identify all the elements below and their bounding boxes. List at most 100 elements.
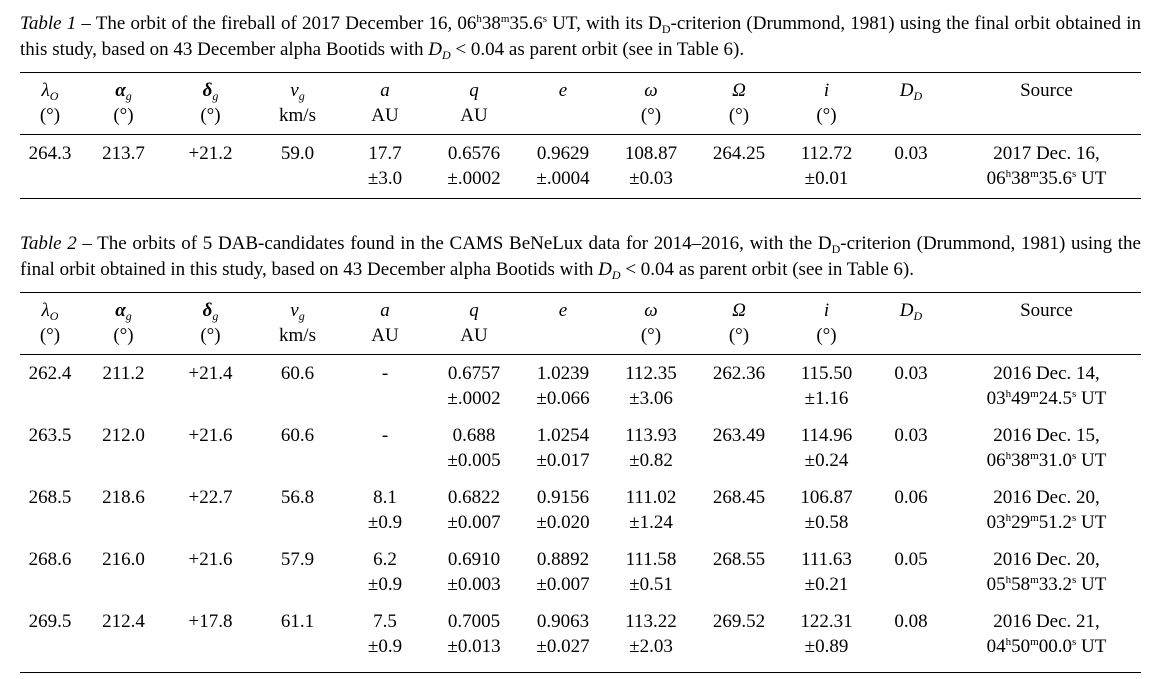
table2-caption: Table 2 – The orbits of 5 DAB-candidates… [20,233,1141,282]
header-vg-symbol: vg [290,80,305,103]
table2-header-row: λO (°) αg (°) δg (°) vg km/s a AU q AU e ω (°) Ω (°) i (°)… [20,298,1141,348]
table2-header: λO (°) αg (°) δg (°) vg km/s a AU q AU e ω (°) Ω (°) i (°)… [20,298,1141,348]
cell-D: 0.03 [894,363,928,384]
cell-i-value: 122.31 [800,611,853,632]
cell-lambda: 268.6 [28,549,72,570]
cell-source-time: 05h58m33.2s UT [986,574,1107,595]
cell-a-value: - [381,363,389,384]
cell-vg: 56.8 [280,487,315,508]
cell-i-value: 114.96 [800,425,853,446]
cell-a-value: 8.1 [373,487,397,508]
cell-Omega: 268.55 [712,549,766,570]
cell-a: - [341,361,429,423]
header-lambda: λO (°) [20,298,80,348]
cell-omega-error: ±0.51 [629,574,673,595]
table1-caption-label: Table 1 [20,13,77,34]
table1-top-rule [20,72,1141,73]
header-Omega-symbol: Ω [732,80,746,101]
header-alpha: αg (°) [80,78,167,128]
table-row: 264.3 213.7 +21.2 59.0 17.7 ±3.0 0.6576 ±.0002 0… [20,141,1141,197]
cell-omega-value: 113.22 [625,611,677,632]
header-delta: δg (°) [167,298,254,348]
cell-omega: 111.58 ±0.51 [607,547,695,609]
header-q: q AU [429,78,519,128]
cell-i-value: 115.50 [800,363,853,384]
table-row: 268.6 216.0 +21.6 57.9 6.2 ±0.9 0.6910 ±0.003 0.… [20,547,1141,609]
cell-e-error: ±0.066 [536,388,590,409]
cell-omega: 111.02 ±1.24 [607,485,695,547]
cell-source-date: 2017 Dec. 16, [993,143,1100,164]
header-a-unit: AU [371,105,399,126]
table1-caption: Table 1 – The orbit of the fireball of 2… [20,13,1141,62]
header-source: Source [952,78,1141,128]
header-D-symbol: DD [899,300,923,323]
cell-D: 0.06 [894,487,928,508]
cell-omega: 113.93 ±0.82 [607,423,695,485]
cell-source-time: 03h29m51.2s UT [986,512,1107,533]
cell-source-date: 2016 Dec. 20, [993,549,1100,570]
header-row: λO (°) αg (°) δg (°) vg km/s a AU q AU e ω (°) Ω (°) i (°)… [20,78,1141,128]
cell-lambda: 264.3 [28,143,72,164]
cell-lambda: 262.4 [28,363,72,384]
header-q-symbol: q [469,300,479,321]
cell-delta: +21.2 [188,143,233,164]
cell-delta: +22.7 [188,487,233,508]
cell-source-date: 2016 Dec. 14, [993,363,1100,384]
cell-lambda: 268.5 [28,487,72,508]
cell-source: 2016 Dec. 20, 05h58m33.2s UT [952,547,1141,609]
cell-q-error: ±0.005 [447,450,501,471]
header-alpha-unit: (°) [113,105,134,126]
cell-source-time: 03h49m24.5s UT [986,388,1107,409]
cell-delta: +21.6 [188,549,233,570]
cell-q: 0.6757 ±.0002 [429,361,519,423]
cell-source: 2016 Dec. 15, 06h38m31.0s UT [952,423,1141,485]
table2-caption-label: Table 2 [20,233,77,254]
cell-q: 0.6910 ±0.003 [429,547,519,609]
header-omega-symbol: ω [644,80,658,101]
header-omega-unit: (°) [640,325,662,346]
cell-Omega: 268.45 [712,487,766,508]
cell-i-error: ±0.58 [804,512,849,533]
cell-a-value: 6.2 [373,549,397,570]
header-vg: vg km/s [254,298,341,348]
cell-q-value: 0.6910 [447,549,501,570]
cell-a: 7.5 ±0.9 [341,609,429,671]
cell-omega-value: 113.93 [625,425,677,446]
header-i: i (°) [783,298,870,348]
cell-e-value: 1.0254 [536,425,590,446]
header-Omega: Ω (°) [695,78,783,128]
header-delta-symbol: δg [202,300,219,323]
cell-omega-value: 111.58 [625,549,677,570]
header-alpha-unit: (°) [113,325,134,346]
cell-a-error: ±0.9 [367,574,403,595]
cell-i-error: ±1.16 [804,388,849,409]
table-row: 269.5 212.4 +17.8 61.1 7.5 ±0.9 0.7005 ±0.013 0.… [20,609,1141,671]
table1-body: 264.3 213.7 +21.2 59.0 17.7 ±3.0 0.6576 ±.0002 0… [20,141,1141,197]
header-source: Source [952,298,1141,348]
cell-e: 0.9629 ±.0004 [519,141,607,197]
header-vg-unit: km/s [279,325,316,346]
header-vg-unit: km/s [279,105,316,126]
cell-e-error: ±0.017 [536,450,590,471]
header-e: e [519,298,607,348]
header-i-unit: (°) [816,105,837,126]
cell-omega-error: ±0.03 [629,168,673,189]
cell-vg: 61.1 [280,611,315,632]
header-lambda-unit: (°) [39,105,61,126]
cell-i-value: 111.63 [801,549,852,570]
header-Omega-unit: (°) [728,105,750,126]
cell-a-error: ±3.0 [367,168,403,189]
header-alpha-symbol: αg [115,80,132,103]
cell-a: 6.2 ±0.9 [341,547,429,609]
cell-i-value: 112.72 [800,143,853,164]
header-omega: ω (°) [607,298,695,348]
header-Omega-symbol: Ω [732,300,746,321]
header-row: λO (°) αg (°) δg (°) vg km/s a AU q AU e ω (°) Ω (°) i (°)… [20,298,1141,348]
cell-i-value: 106.87 [800,487,853,508]
header-lambda-symbol: λO [41,80,59,103]
cell-e-value: 0.8892 [536,549,590,570]
cell-Omega: 269.52 [712,611,766,632]
header-i-symbol: i [823,80,830,101]
cell-source-date: 2016 Dec. 20, [993,487,1100,508]
table2-top-rule [20,292,1141,293]
